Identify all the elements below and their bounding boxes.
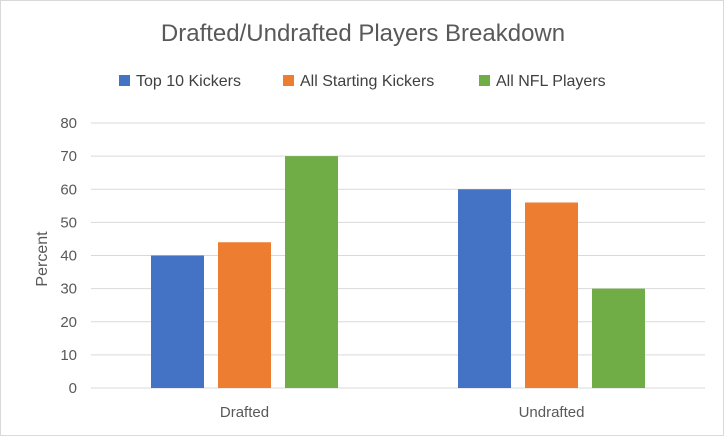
y-axis-title: Percent: [34, 231, 51, 287]
bar-drafted-all-nfl-players: [285, 156, 338, 388]
legend-swatch: [479, 75, 490, 86]
legend-item-all-nfl-players: All NFL Players: [479, 73, 606, 90]
y-axis-ticks: 0 10 20 30 40 50 60 70 80: [60, 115, 77, 397]
y-tick-label-30: 30: [60, 281, 77, 298]
y-tick-label-70: 70: [60, 148, 77, 165]
x-tick-label-undrafted: Undrafted: [519, 404, 585, 421]
x-axis-ticks: Drafted Undrafted: [220, 404, 585, 421]
bar-undrafted-top-10-kickers: [458, 189, 511, 388]
legend: Top 10 Kickers All Starting Kickers All NF…: [119, 73, 606, 90]
y-tick-label-80: 80: [60, 115, 77, 132]
legend-label: All Starting Kickers: [300, 73, 434, 90]
bar-undrafted-all-starting-kickers: [525, 202, 578, 388]
chart-title: Drafted/Undrafted Players Breakdown: [161, 20, 565, 47]
legend-label: Top 10 Kickers: [136, 73, 241, 90]
y-tick-label-60: 60: [60, 181, 77, 198]
y-tick-label-40: 40: [60, 248, 77, 265]
bar-drafted-all-starting-kickers: [218, 242, 271, 388]
y-tick-label-50: 50: [60, 214, 77, 231]
legend-swatch: [283, 75, 294, 86]
legend-label: All NFL Players: [496, 73, 606, 90]
bar-undrafted-all-nfl-players: [592, 288, 645, 388]
y-tick-label-10: 10: [60, 347, 77, 364]
legend-item-top-10-kickers: Top 10 Kickers: [119, 73, 241, 90]
y-tick-label-20: 20: [60, 314, 77, 331]
legend-item-all-starting-kickers: All Starting Kickers: [283, 73, 434, 90]
legend-swatch: [119, 75, 130, 86]
x-tick-label-drafted: Drafted: [220, 404, 269, 421]
bars: [151, 156, 645, 388]
y-tick-label-0: 0: [69, 380, 77, 397]
bar-drafted-top-10-kickers: [151, 255, 204, 388]
